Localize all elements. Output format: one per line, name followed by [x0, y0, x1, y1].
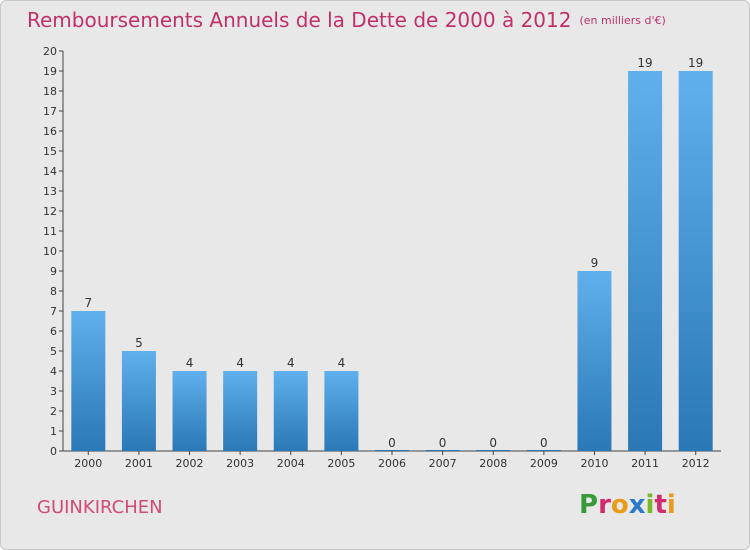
y-tick-label: 10 — [43, 245, 57, 258]
y-tick-label: 18 — [43, 85, 57, 98]
y-tick-label: 20 — [43, 45, 57, 58]
data-label-2010: 9 — [591, 256, 599, 270]
bar-2007 — [425, 450, 460, 451]
data-label-2006: 0 — [388, 436, 396, 450]
bar-chart: 0123456789101112131415161718192072000520… — [43, 45, 721, 470]
bar-2009 — [526, 450, 561, 451]
data-label-2003: 4 — [236, 356, 244, 370]
data-label-2011: 19 — [637, 56, 652, 70]
y-tick-label: 4 — [50, 365, 57, 378]
x-tick-label-2006: 2006 — [378, 457, 406, 470]
data-label-2001: 5 — [135, 336, 143, 350]
y-tick-label: 14 — [43, 165, 57, 178]
data-label-2000: 7 — [84, 296, 92, 310]
y-tick-label: 0 — [50, 445, 57, 458]
data-label-2002: 4 — [186, 356, 194, 370]
y-tick-label: 15 — [43, 145, 57, 158]
bar-2001 — [121, 351, 156, 451]
y-tick-label: 8 — [50, 285, 57, 298]
chart-title: Remboursements Annuels de la Dette de 20… — [27, 8, 572, 32]
x-tick-label-2007: 2007 — [429, 457, 457, 470]
y-tick-label: 3 — [50, 385, 57, 398]
y-tick-label: 7 — [50, 305, 57, 318]
bar-2006 — [375, 450, 409, 451]
bar-2012 — [678, 71, 713, 451]
bar-2004 — [273, 371, 308, 451]
y-tick-label: 13 — [43, 185, 57, 198]
bar-2000 — [71, 311, 106, 451]
y-tick-label: 17 — [43, 105, 57, 118]
proxiti-logo: Proxiti — [579, 490, 676, 520]
chart-title-block: Remboursements Annuels de la Dette de 20… — [27, 8, 666, 32]
bar-2008 — [476, 450, 511, 451]
y-tick-label: 6 — [50, 325, 57, 338]
x-tick-label-2010: 2010 — [580, 457, 608, 470]
chart-unit: (en milliers d'€) — [579, 14, 666, 27]
y-tick-label: 19 — [43, 65, 57, 78]
bar-2005 — [324, 371, 359, 451]
x-tick-label-2011: 2011 — [631, 457, 659, 470]
y-tick-label: 1 — [50, 425, 57, 438]
data-label-2009: 0 — [540, 436, 548, 450]
data-label-2005: 4 — [338, 356, 346, 370]
y-tick-label: 5 — [50, 345, 57, 358]
x-tick-label-2003: 2003 — [226, 457, 254, 470]
bar-2002 — [172, 371, 207, 451]
x-tick-label-2008: 2008 — [479, 457, 507, 470]
y-tick-label: 11 — [43, 225, 57, 238]
x-tick-label-2001: 2001 — [125, 457, 153, 470]
x-tick-label-2000: 2000 — [74, 457, 102, 470]
y-tick-label: 12 — [43, 205, 57, 218]
bar-2003 — [223, 371, 258, 451]
x-tick-label-2002: 2002 — [176, 457, 204, 470]
y-tick-label: 2 — [50, 405, 57, 418]
bar-2011 — [628, 71, 663, 451]
x-tick-label-2004: 2004 — [277, 457, 305, 470]
y-tick-label: 9 — [50, 265, 57, 278]
data-label-2007: 0 — [439, 436, 447, 450]
data-label-2008: 0 — [489, 436, 497, 450]
y-tick-label: 16 — [43, 125, 57, 138]
x-tick-label-2012: 2012 — [682, 457, 710, 470]
x-tick-label-2005: 2005 — [327, 457, 355, 470]
x-tick-label-2009: 2009 — [530, 457, 558, 470]
bar-2010 — [577, 271, 612, 451]
data-label-2004: 4 — [287, 356, 295, 370]
commune-name: GUINKIRCHEN — [37, 497, 163, 518]
data-label-2012: 19 — [688, 56, 703, 70]
